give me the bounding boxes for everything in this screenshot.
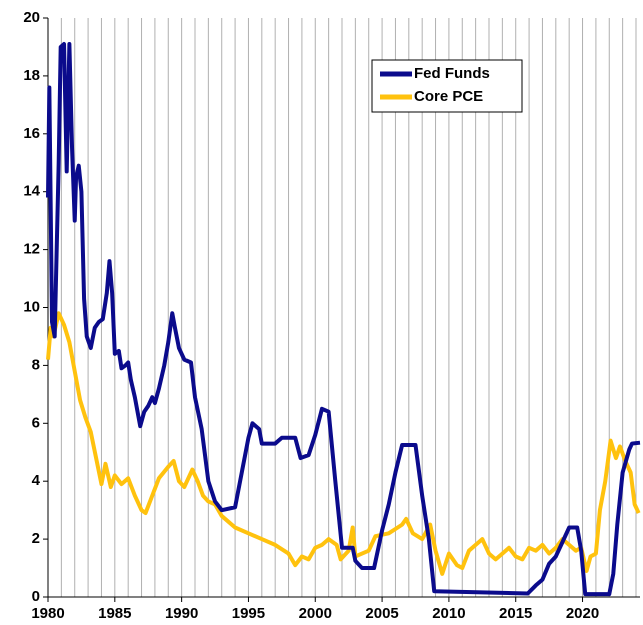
- series-line: [46, 311, 641, 576]
- y-tick-label: 16: [23, 125, 40, 142]
- x-tick-label: 2010: [432, 605, 465, 622]
- y-tick-label: 18: [23, 67, 40, 84]
- y-tick-label: 6: [32, 414, 40, 431]
- y-tick-label: 20: [23, 9, 40, 26]
- x-tick-label: 2015: [499, 605, 532, 622]
- y-tick-label: 14: [23, 183, 40, 200]
- y-tick-label: 4: [32, 472, 41, 489]
- x-tick-label: 1995: [232, 605, 265, 622]
- legend-label: Core PCE: [414, 88, 483, 105]
- y-tick-label: 2: [32, 530, 40, 547]
- x-tick-label: 1985: [98, 605, 131, 622]
- x-tick-label: 1980: [31, 605, 64, 622]
- y-tick-label: 12: [23, 241, 40, 258]
- y-tick-label: 8: [32, 356, 40, 373]
- legend-label: Fed Funds: [414, 65, 490, 82]
- series-line: [46, 42, 641, 597]
- x-tick-label: 2020: [566, 605, 599, 622]
- x-tick-label: 2000: [299, 605, 332, 622]
- x-tick-label: 1990: [165, 605, 198, 622]
- y-tick-label: 10: [23, 298, 40, 315]
- y-tick-label: 0: [32, 588, 40, 605]
- legend-box: [371, 59, 523, 113]
- x-tick-label: 2005: [365, 605, 398, 622]
